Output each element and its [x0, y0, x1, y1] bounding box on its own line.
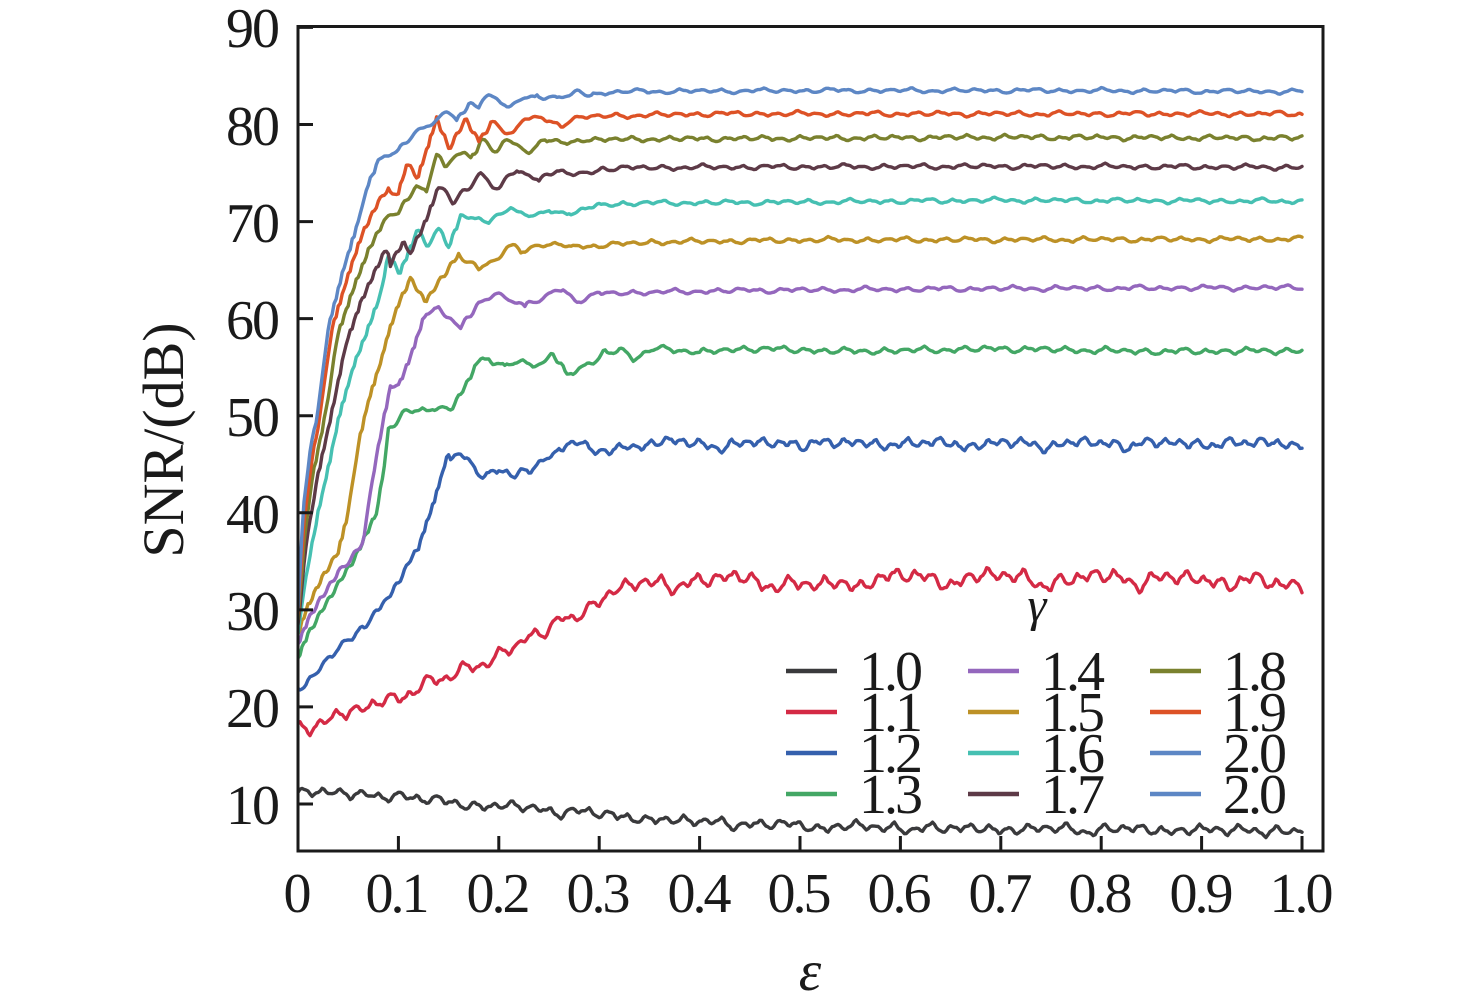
- svg-text:10: 10: [226, 775, 278, 837]
- svg-text:1.0: 1.0: [1270, 863, 1332, 925]
- svg-text:1.8: 1.8: [1223, 641, 1285, 703]
- svg-text:γ: γ: [1028, 579, 1048, 632]
- svg-text:70: 70: [226, 193, 278, 255]
- svg-text:ε: ε: [799, 940, 822, 1003]
- svg-text:1.0: 1.0: [859, 641, 921, 703]
- svg-text:1.6: 1.6: [1041, 723, 1104, 785]
- svg-text:0.6: 0.6: [868, 863, 931, 925]
- svg-text:0.1: 0.1: [366, 863, 427, 925]
- svg-text:80: 80: [226, 96, 278, 158]
- svg-text:1.3: 1.3: [859, 764, 921, 826]
- svg-text:0.2: 0.2: [467, 863, 528, 925]
- svg-text:60: 60: [226, 290, 278, 352]
- svg-text:1.9: 1.9: [1223, 682, 1285, 744]
- svg-text:0: 0: [284, 863, 310, 925]
- svg-text:0.8: 0.8: [1069, 863, 1131, 925]
- svg-text:0.9: 0.9: [1170, 863, 1232, 925]
- svg-text:50: 50: [226, 387, 278, 449]
- svg-text:0.5: 0.5: [768, 863, 830, 925]
- svg-text:90: 90: [226, 0, 278, 60]
- svg-text:2.0: 2.0: [1223, 723, 1285, 785]
- svg-text:SNR/(dB): SNR/(dB): [131, 322, 196, 557]
- svg-text:0.7: 0.7: [969, 863, 1032, 925]
- svg-text:40: 40: [226, 484, 278, 546]
- svg-text:2.0: 2.0: [1223, 764, 1285, 826]
- svg-text:1.2: 1.2: [859, 723, 920, 785]
- svg-text:1.4: 1.4: [1041, 641, 1105, 703]
- svg-text:0.4: 0.4: [668, 863, 732, 925]
- svg-text:0.3: 0.3: [567, 863, 629, 925]
- svg-text:20: 20: [226, 678, 278, 740]
- svg-text:1.1: 1.1: [859, 682, 920, 744]
- svg-text:1.5: 1.5: [1041, 682, 1103, 744]
- svg-text:1.7: 1.7: [1041, 764, 1104, 826]
- svg-text:30: 30: [226, 581, 278, 643]
